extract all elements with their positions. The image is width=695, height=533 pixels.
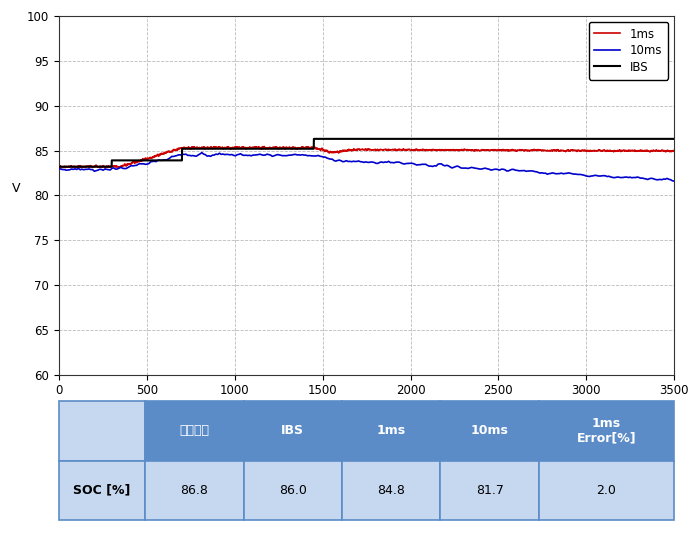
Bar [145, 401, 243, 461]
IBS [178, 157, 186, 164]
1ms [260, 143, 268, 150]
Bar [59, 401, 145, 461]
1ms [446, 147, 455, 153]
1ms [623, 148, 631, 155]
Text: IBS: IBS [281, 424, 304, 437]
Bar [342, 401, 441, 461]
Text: 나은용량: 나은용량 [179, 424, 209, 437]
10ms [55, 165, 63, 172]
IBS [309, 146, 318, 152]
Line: 10ms: 10ms [59, 152, 674, 181]
10ms [420, 161, 428, 167]
IBS [55, 164, 63, 170]
1ms [101, 165, 110, 171]
Bar [441, 401, 539, 461]
Bar [243, 461, 342, 520]
10ms [197, 149, 206, 156]
Bar [59, 461, 145, 520]
Text: 84.8: 84.8 [377, 484, 405, 497]
Line: 1ms: 1ms [59, 147, 674, 168]
10ms [663, 175, 671, 182]
1ms [670, 148, 678, 155]
Bar [342, 461, 441, 520]
10ms [645, 175, 653, 182]
Text: 2.0: 2.0 [596, 484, 616, 497]
Text: 81.7: 81.7 [475, 484, 504, 497]
1ms [345, 147, 354, 154]
1ms [183, 146, 192, 152]
Text: SOC [%]: SOC [%] [74, 484, 131, 497]
Bar [539, 401, 674, 461]
Line: IBS: IBS [59, 139, 674, 167]
Text: 1ms
Error[%]: 1ms Error[%] [577, 417, 637, 445]
Y-axis label: V: V [12, 182, 20, 196]
X-axis label: Time (s): Time (s) [341, 403, 392, 416]
1ms [55, 163, 63, 169]
IBS [670, 136, 678, 142]
IBS [310, 136, 318, 142]
1ms [420, 147, 429, 153]
Text: 10ms: 10ms [471, 424, 509, 437]
1ms [277, 145, 286, 151]
10ms [384, 158, 393, 165]
10ms [220, 151, 229, 158]
Text: 1ms: 1ms [377, 424, 406, 437]
IBS [108, 157, 116, 164]
IBS [108, 164, 116, 170]
Bar [145, 461, 243, 520]
Text: 86.0: 86.0 [279, 484, 306, 497]
Legend: 1ms, 10ms, IBS: 1ms, 10ms, IBS [589, 22, 669, 80]
IBS [178, 146, 186, 152]
Bar [243, 401, 342, 461]
10ms [341, 158, 349, 165]
Text: 86.8: 86.8 [181, 484, 208, 497]
Bar [539, 461, 674, 520]
Bar [441, 461, 539, 520]
10ms [670, 178, 678, 184]
